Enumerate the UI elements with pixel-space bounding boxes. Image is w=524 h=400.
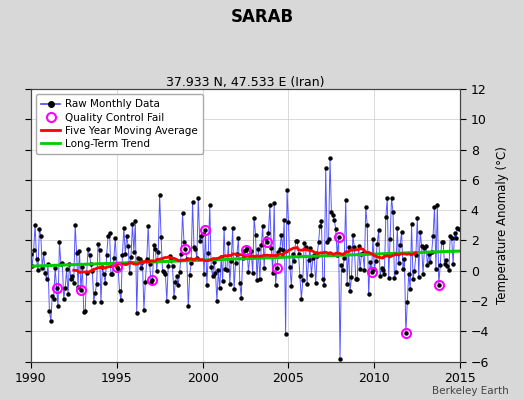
Y-axis label: Temperature Anomaly (°C): Temperature Anomaly (°C) (496, 146, 509, 304)
Text: Berkeley Earth: Berkeley Earth (432, 386, 508, 396)
Title: 37.933 N, 47.533 E (Iran): 37.933 N, 47.533 E (Iran) (166, 76, 325, 89)
Legend: Raw Monthly Data, Quality Control Fail, Five Year Moving Average, Long-Term Tren: Raw Monthly Data, Quality Control Fail, … (36, 94, 203, 154)
Text: SARAB: SARAB (231, 8, 293, 26)
